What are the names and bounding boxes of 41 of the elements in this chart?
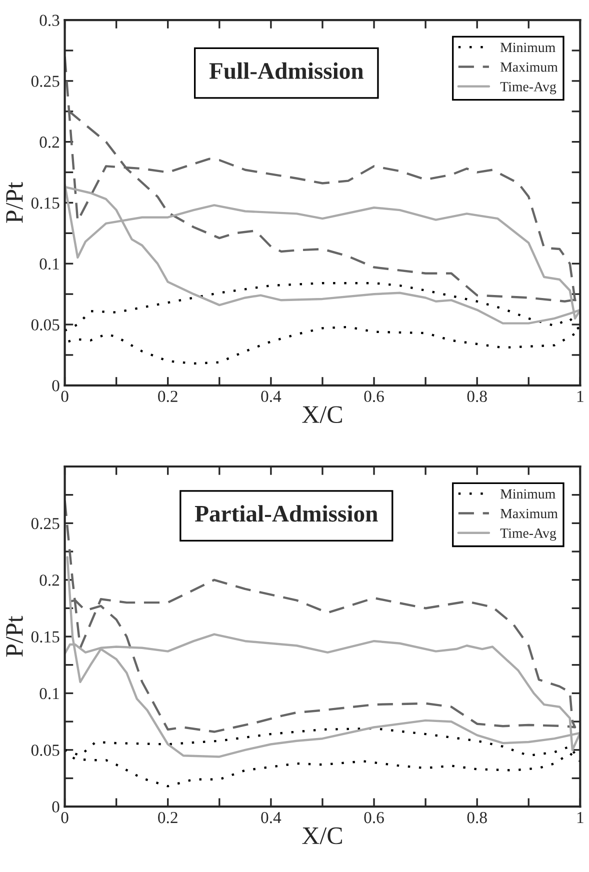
y-tick-label: 0.15 xyxy=(31,197,60,209)
legend-label: Time-Avg xyxy=(500,528,556,541)
y-tick-label: 0.05 xyxy=(31,319,60,331)
x-tick-label: 0.2 xyxy=(158,390,178,402)
x-tick-label: 0 xyxy=(61,812,68,824)
x-tick-label: 0.8 xyxy=(467,390,487,402)
x-axis-title: X/C xyxy=(302,827,342,844)
x-tick-label: 1 xyxy=(577,812,584,824)
y-tick-label: 0.25 xyxy=(31,76,60,87)
y-axis-title: P/Pt xyxy=(6,182,23,223)
x-tick-label: 1 xyxy=(577,390,584,402)
x-tick-label: 0 xyxy=(61,390,68,402)
x-axis-title: X/C xyxy=(302,406,342,423)
annotation: Full-Admission xyxy=(209,62,364,79)
x-tick-label: 0.6 xyxy=(364,812,384,824)
annotation: Partial-Admission xyxy=(194,505,378,522)
legend-label: Minimum xyxy=(500,42,556,52)
y-axis-title: P/Pt xyxy=(6,616,23,657)
y-tick-label: 0.2 xyxy=(40,574,60,586)
line-series xyxy=(64,556,580,758)
x-tick-label: 0.2 xyxy=(158,812,178,824)
y-tick-label: 0.2 xyxy=(40,136,60,148)
y-tick-label: 0 xyxy=(52,801,60,813)
y-tick-label: 0.05 xyxy=(31,744,60,756)
y-tick-label: 0.1 xyxy=(40,688,59,700)
x-tick-label: 0.4 xyxy=(261,812,282,824)
x-tick-label: 0.6 xyxy=(364,390,384,402)
legend-label: Time-Avg xyxy=(500,82,556,94)
x-tick-label: 0.8 xyxy=(467,812,487,824)
y-tick-label: 0.15 xyxy=(31,631,60,643)
line-series xyxy=(64,282,580,365)
legend-label: Minimum xyxy=(500,489,556,499)
y-tick-label: 0.3 xyxy=(40,14,60,26)
y-tick-label: 0.25 xyxy=(31,518,60,530)
y-tick-label: 0.1 xyxy=(40,258,59,270)
legend-label: Maximum xyxy=(500,508,558,518)
x-tick-label: 0.4 xyxy=(261,390,282,402)
y-tick-label: 0 xyxy=(52,380,60,392)
line-series xyxy=(64,183,580,324)
line-series xyxy=(64,727,580,788)
legend-label: Maximum xyxy=(500,62,558,72)
